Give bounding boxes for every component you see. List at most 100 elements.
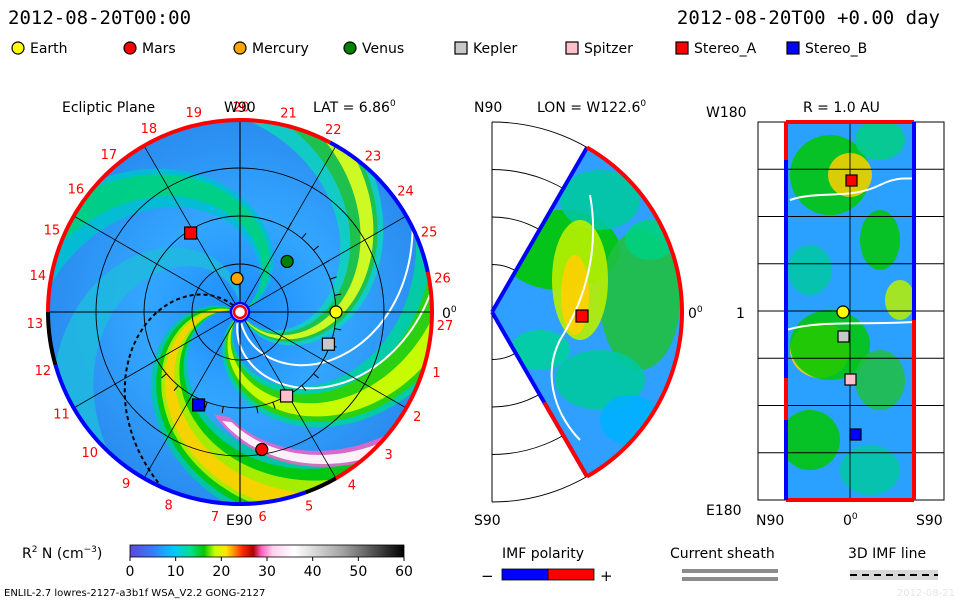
- legend-label-earth: Earth: [30, 41, 68, 57]
- ecliptic-kepler-marker: [321, 337, 336, 351]
- legend-marker-mercury: [233, 41, 247, 55]
- colorbar-label: R2 N (cm−3): [22, 545, 102, 562]
- rotation-label: 1: [432, 366, 440, 381]
- legend-marker-earth: [11, 41, 25, 55]
- rmap-x-mid: 00: [843, 512, 858, 529]
- rotation-label: 24: [397, 184, 414, 199]
- rmap-x-right: S90: [916, 513, 943, 529]
- rmap-title: R = 1.0 AU: [803, 100, 880, 116]
- ecliptic-bodies: [184, 226, 343, 457]
- ecliptic-title: Ecliptic Plane: [62, 100, 155, 116]
- rotation-label: 7: [211, 510, 219, 525]
- colorbar-tick-label: 40: [304, 564, 322, 580]
- density-colorbar: R2 N (cm−3) 0 10 20 30 40 50 60: [22, 544, 413, 580]
- legend-marker-spitzer: [565, 41, 579, 55]
- rotation-label: 17: [101, 148, 118, 163]
- ecliptic-lat-label: LAT = 6.860: [313, 99, 396, 116]
- ecliptic-earth-marker: [329, 305, 343, 319]
- legend-label-mars: Mars: [142, 41, 176, 57]
- density-arm: [52, 247, 241, 496]
- rotation-label: 21: [280, 106, 297, 121]
- rotation-label: 3: [384, 448, 392, 463]
- rotation-label: 6: [259, 510, 267, 525]
- legend-marker-stereo_a: [675, 41, 689, 55]
- legend-label-stereo_a: Stereo_A: [694, 41, 757, 57]
- rotation-label: 27: [437, 319, 454, 334]
- legend-marker-stereo_b: [786, 41, 800, 55]
- ecliptic-rim-polarity: [46, 118, 434, 506]
- rotation-label: 2: [413, 410, 421, 425]
- colorbar-tick-label: 60: [395, 564, 413, 580]
- rmap-top-left: W180: [706, 105, 747, 121]
- imf-minus: −: [481, 567, 494, 585]
- ecliptic-stereo-a-marker: [184, 226, 198, 240]
- rmap-bottom-left: E180: [706, 503, 742, 519]
- rmap-earth-marker: [836, 305, 850, 319]
- colorbar-tick-label: 20: [212, 564, 230, 580]
- rmap-spitzer-marker: [844, 373, 857, 386]
- rotation-label: 8: [164, 499, 172, 514]
- ecliptic-top-label: W90: [224, 100, 256, 116]
- imf-positive-swatch: [547, 568, 595, 581]
- line3d-background: [850, 570, 938, 580]
- imf-3d-line: [123, 293, 234, 504]
- meridional-stereo-a-marker: [575, 309, 589, 323]
- rotation-label: 19: [186, 106, 203, 121]
- sheath-line-1: [682, 569, 778, 573]
- meridional-top-left: N90: [474, 100, 502, 116]
- rotation-label: 9: [122, 477, 130, 492]
- ecliptic-spitzer-marker: [279, 389, 294, 403]
- rmap-kepler-marker: [837, 330, 850, 343]
- legend-marker-venus: [343, 41, 357, 55]
- rotation-label: 15: [44, 224, 61, 239]
- legend-label-spitzer: Spitzer: [584, 41, 633, 57]
- rotation-label: 16: [68, 182, 85, 197]
- meridional-bottom-left: S90: [474, 513, 501, 529]
- legend-label-venus: Venus: [362, 41, 404, 57]
- rotation-label: 14: [30, 269, 47, 284]
- ecliptic-mercury-marker: [230, 271, 244, 286]
- header-datetime-left: 2012-08-20T00:00: [8, 7, 191, 29]
- imf-polarity-legend: IMF polarity − +: [481, 546, 613, 585]
- rmap-mid-left: 1: [736, 306, 745, 322]
- rotation-label: 11: [53, 408, 70, 423]
- rotation-label: 22: [325, 123, 342, 138]
- sheath-title: Current sheath: [670, 546, 775, 562]
- carrington-rotation-labels: 19 20 212223242526271234567891011121314151…: [27, 101, 454, 526]
- imf-title: IMF polarity: [502, 546, 584, 562]
- footer-right: 2012-08-21: [897, 588, 955, 599]
- header-datetime-right: 2012-08-20T00 +0.00 day: [677, 7, 940, 29]
- colorbar-ticks: 0 10 20 30 40 50 60: [126, 557, 413, 580]
- body-legend: Earth Mars Mercury Venus Kepler Spitzer Stereo…: [11, 41, 867, 57]
- ecliptic-right-label: 00: [442, 305, 457, 322]
- rotation-label: 20: [233, 101, 250, 116]
- colorbar-tick-label: 10: [167, 564, 185, 580]
- rmap-stereo-b-marker: [849, 428, 862, 441]
- density-arm: [165, 309, 353, 504]
- rotation-label: 13: [27, 317, 44, 332]
- ecliptic-mars-marker: [255, 442, 269, 457]
- ecliptic-stereo-b-marker: [192, 398, 206, 412]
- sheath-line-2: [682, 577, 778, 581]
- meridional-lon-label: LON = W122.60: [537, 99, 646, 116]
- imf-line-legend: 3D IMF line: [848, 546, 938, 580]
- rotation-label: 18: [141, 122, 158, 137]
- footer-left: ENLIL-2.7 lowres-2127-a3b1f WSA_V2.2 GON…: [4, 588, 265, 599]
- rotation-label: 23: [365, 149, 382, 164]
- meridional-panel: N90 S90 LON = W122.60 00: [474, 99, 703, 529]
- density-arm: [246, 120, 374, 340]
- rmap-stereo-a-marker: [845, 174, 858, 187]
- density-spirals: [48, 120, 432, 504]
- line3d-title: 3D IMF line: [848, 546, 926, 562]
- meridional-rim: [490, 145, 684, 479]
- rotation-label: 4: [348, 478, 356, 493]
- current-sheath-line: [240, 178, 414, 367]
- colorbar-tick-label: 0: [126, 564, 135, 580]
- rotation-label: 26: [434, 272, 451, 287]
- legend-label-stereo_b: Stereo_B: [805, 41, 867, 57]
- current-sheath-line: [236, 243, 432, 390]
- legend-label-kepler: Kepler: [473, 41, 517, 57]
- legend-marker-kepler: [454, 41, 468, 55]
- density-arm: [227, 273, 432, 417]
